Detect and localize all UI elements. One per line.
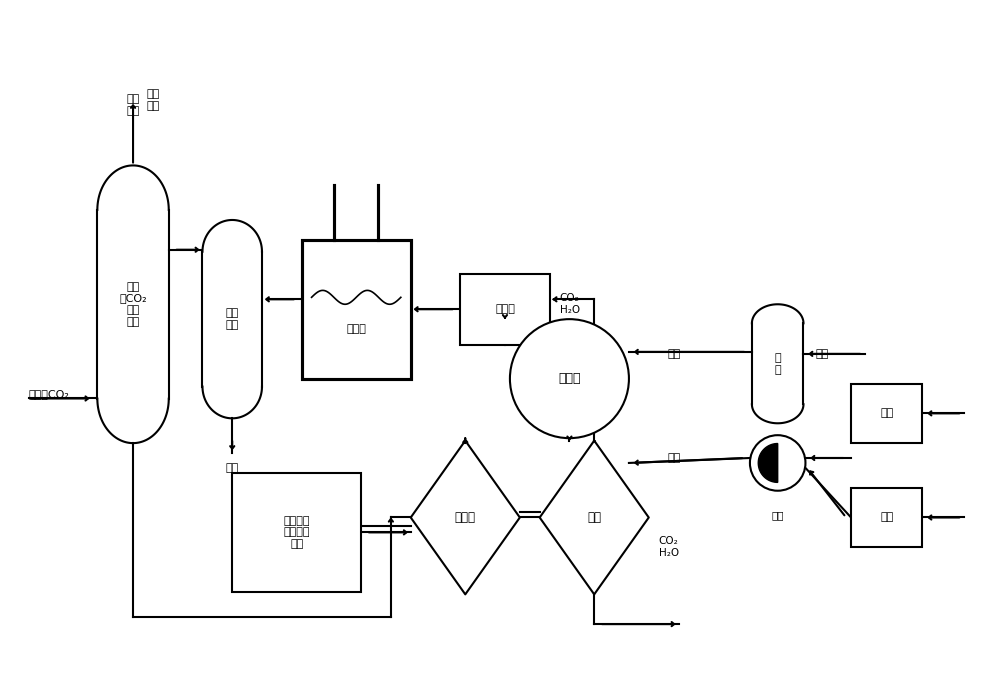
Bar: [851, 384, 922, 443]
Text: 压气机: 压气机: [455, 511, 476, 524]
Polygon shape: [540, 441, 649, 594]
Polygon shape: [758, 443, 778, 483]
Ellipse shape: [202, 220, 262, 284]
Text: 制
氧: 制 氧: [774, 353, 781, 375]
Bar: [752, 324, 803, 404]
Text: 超临
界CO₂
稳压
装置: 超临 界CO₂ 稳压 装置: [119, 282, 147, 327]
Circle shape: [750, 435, 805, 491]
Text: 富余
他用: 富余 他用: [126, 94, 140, 116]
Bar: [202, 251, 262, 387]
Ellipse shape: [202, 355, 262, 419]
Text: 启发一体
高速永磁
电机: 启发一体 高速永磁 电机: [283, 516, 310, 549]
Text: 富余
他用: 富余 他用: [146, 89, 160, 111]
Text: 排水: 排水: [226, 463, 239, 473]
Ellipse shape: [97, 165, 169, 254]
Circle shape: [510, 319, 629, 438]
Ellipse shape: [752, 304, 803, 342]
Text: 燃料: 燃料: [668, 453, 681, 463]
Bar: [460, 274, 550, 345]
Text: CO₂
H₂O: CO₂ H₂O: [659, 537, 679, 558]
Bar: [302, 240, 411, 379]
Bar: [97, 210, 169, 399]
Ellipse shape: [97, 355, 169, 443]
Bar: [851, 488, 922, 547]
Text: 气水
分离: 气水 分离: [226, 308, 239, 330]
Ellipse shape: [752, 386, 803, 423]
Text: 冷凝器: 冷凝器: [346, 324, 366, 334]
Text: 涌轮: 涌轮: [587, 511, 601, 524]
Text: 增压: 增压: [771, 511, 784, 520]
Bar: [232, 473, 361, 592]
Text: 空气: 空气: [815, 349, 829, 359]
Text: 回热器: 回热器: [495, 304, 515, 314]
Text: 超临界CO₂: 超临界CO₂: [29, 388, 70, 398]
Polygon shape: [411, 441, 520, 594]
Text: 氧气: 氧气: [668, 349, 681, 359]
Text: 瓶组: 瓶组: [880, 512, 893, 522]
Text: CO₂
H₂O: CO₂ H₂O: [560, 293, 580, 315]
Text: 燃烧室: 燃烧室: [558, 372, 581, 385]
Text: 管网: 管网: [880, 408, 893, 419]
